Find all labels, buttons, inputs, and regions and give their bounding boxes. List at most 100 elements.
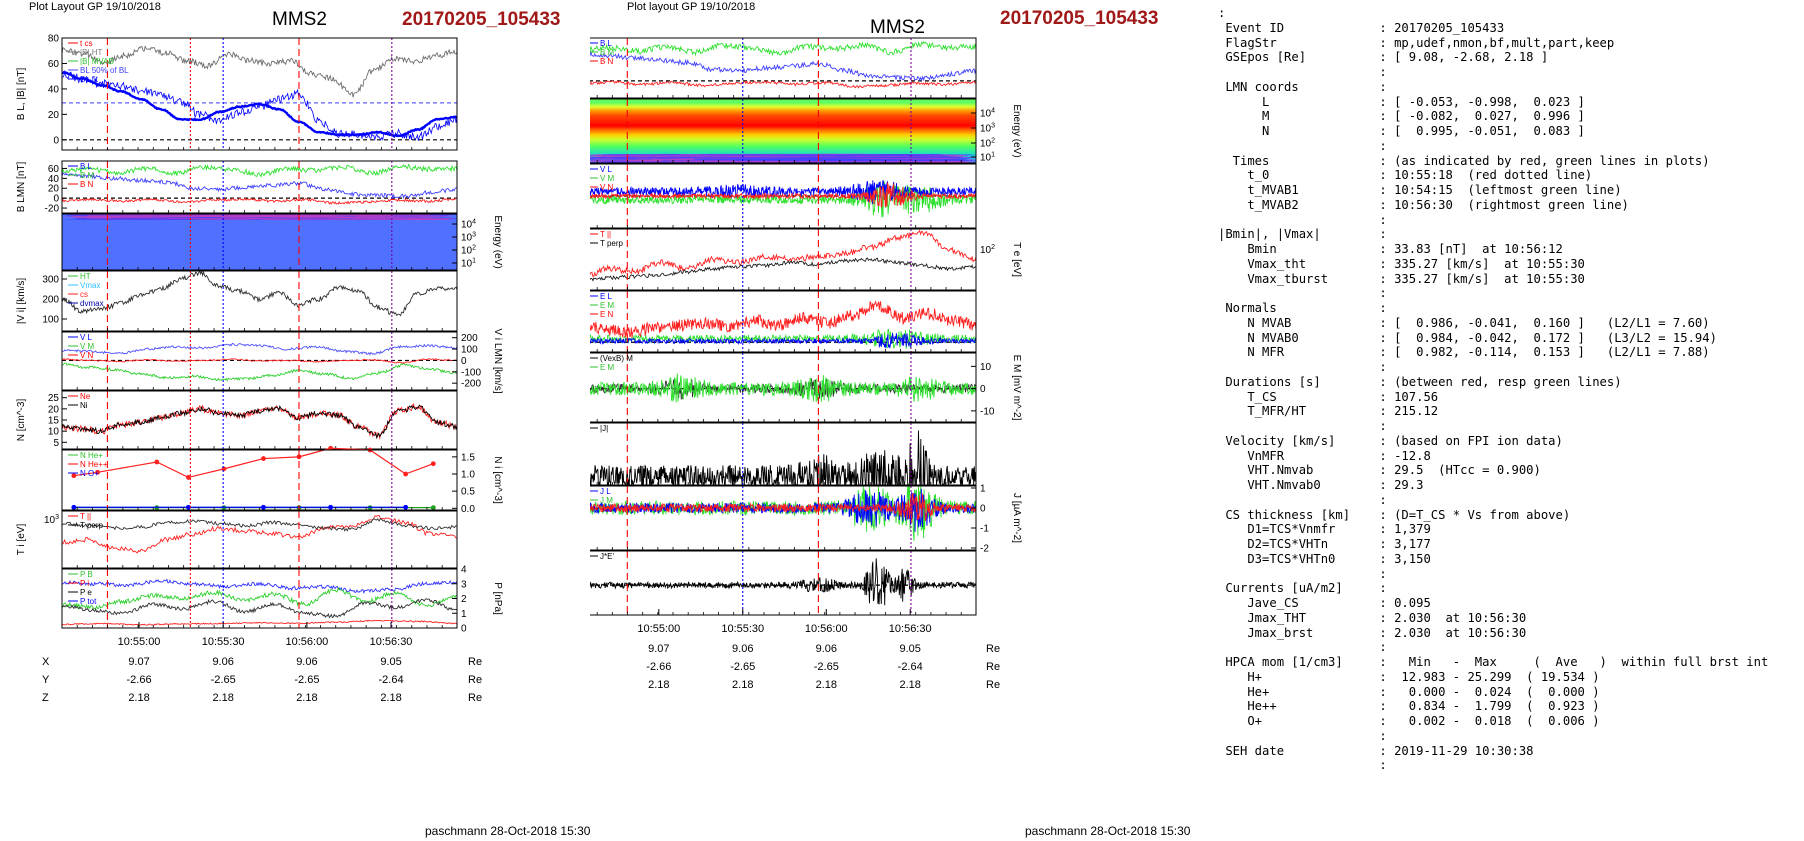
summary-line: t_MVAB2 : 10:56:30 (rightmost green line…	[1247, 197, 1629, 212]
series-ve-n	[590, 182, 977, 208]
legend-entry: Ni	[80, 401, 88, 410]
panel-frame	[61, 510, 458, 569]
panel-electron-velocity: -5000500V e LMN [km/s]V LV MV N	[590, 163, 977, 229]
summary-line: Bmin : 33.83 [nT] at 10:56:12	[1247, 242, 1563, 256]
legend-entry: dvmax	[80, 299, 104, 308]
legend-entry: V N	[600, 183, 614, 192]
summary-line: Velocity [km/s] : (based on FPI ion data…	[1225, 433, 1563, 448]
legend-entry: B L	[80, 162, 93, 171]
summary-line: L : [ -0.053, -0.998, 0.023 ]	[1262, 94, 1585, 109]
y-tick-label: 200	[461, 333, 478, 344]
position-value: 9.07	[648, 643, 669, 655]
series-bl	[590, 50, 977, 82]
position-value: 2.18	[380, 692, 401, 704]
legend-entry: (VexB) M	[600, 354, 633, 363]
legend-entry: P tot	[80, 597, 97, 606]
position-value: 2.18	[128, 692, 149, 704]
series-bm	[61, 163, 458, 178]
series-te-perp	[590, 257, 977, 282]
position-value: 9.06	[732, 643, 753, 655]
y-tick-label: 104	[980, 108, 995, 120]
summary-line: :	[1379, 65, 1387, 79]
summary-line: :	[1218, 6, 1226, 20]
position-value: -2.65	[730, 661, 755, 673]
summary-line: :	[1379, 640, 1387, 655]
panel-current-lmn: -2 -1 0 1 J [µA m^-2] J LJ MJ N	[590, 484, 1022, 555]
y-tick-label: 200	[42, 295, 59, 306]
summary-line: N MFR : [ 0.982, -0.114, 0.153 ] (L2/L1 …	[1247, 345, 1710, 360]
y-tick-label: 0	[980, 384, 986, 395]
right-layout-label: Plot layout GP 19/10/2018	[627, 1, 756, 13]
y-tick-label: 100	[461, 345, 478, 356]
y-axis-label: P [nPa]	[492, 582, 503, 615]
y-tick-label: -10	[980, 406, 995, 417]
position-value: 2.18	[899, 679, 920, 691]
series-em2	[590, 373, 977, 403]
summary-line: :	[1379, 419, 1387, 433]
data-point	[328, 445, 333, 451]
series-en	[590, 300, 977, 339]
summary-line: Times : (as indicated by red, green line…	[1232, 153, 1710, 168]
series-vl	[62, 343, 458, 356]
position-value: 2.18	[816, 679, 837, 691]
legend-entry: P e	[80, 588, 92, 597]
summary-line: Vmax_tht : 335.27 [km/s] at 10:55:30	[1247, 256, 1585, 271]
y-axis-label: N i [cm^-3]	[492, 456, 503, 504]
position-value: -2.65	[211, 674, 236, 686]
y-tick-label: 20	[48, 110, 60, 121]
legend-entry: P B	[80, 570, 93, 579]
summary-line: D3=TCS*VHTn0 : 3,150	[1247, 551, 1431, 566]
position-unit: Re	[468, 692, 482, 704]
series-tpar	[61, 515, 458, 554]
y-tick-label: 80	[48, 34, 60, 45]
y-tick-label: 25	[48, 393, 60, 404]
summary-line: GSEpos [Re] : [ 9.08, -2.68, 2.18 ]	[1225, 50, 1549, 65]
y-axis-label: Energy (eV)	[1011, 104, 1022, 157]
series-jdote	[590, 558, 977, 606]
position-value: -2.64	[378, 674, 403, 686]
data-point	[261, 504, 266, 510]
legend-entry: J M	[600, 496, 613, 505]
y-tick-label: 40	[48, 174, 60, 185]
legend-entry: J L	[600, 487, 611, 496]
series-pb	[61, 578, 458, 594]
legend-entry: B N	[600, 57, 614, 66]
legend-entry: N O+	[80, 469, 99, 478]
summary-line: VHT.Nmvab : 29.5 (HTcc = 0.900)	[1247, 463, 1541, 478]
position-value: 9.06	[212, 656, 233, 668]
panel-frame	[61, 390, 458, 450]
legend-entry: J N	[600, 505, 612, 514]
series-bl	[61, 172, 458, 200]
position-row-label: Y	[42, 674, 50, 686]
x-tick-label: 10:55:30	[721, 623, 764, 635]
legend-entry: B M	[80, 171, 95, 180]
y-tick-label: -2	[980, 544, 989, 555]
summary-line: Currents [uA/m2] :	[1225, 581, 1387, 596]
summary-line: T_MFR/HT : 215.12	[1247, 404, 1439, 419]
legend-entry: B M	[600, 48, 615, 57]
y-tick-label: 300	[42, 275, 59, 286]
legend-entry: |J|	[600, 424, 608, 433]
panel-b-magnitude: 0 20 40 60 80 B L, |B| [nT] t cs|B| HT|B| MVAB…	[16, 34, 458, 151]
data-point	[403, 504, 409, 510]
legend-entry: E N	[600, 310, 614, 319]
series-ve-m	[590, 180, 977, 218]
y-axis-label: J [µA m^-2]	[1011, 493, 1022, 543]
y-tick-label: 0	[53, 194, 59, 205]
position-unit: Re	[986, 661, 1000, 673]
legend-entry: V M	[80, 342, 95, 351]
y-tick-label: 103	[980, 123, 995, 135]
summary-line: :	[1379, 566, 1387, 581]
series-ptot	[61, 598, 458, 619]
position-row-label: Z	[42, 692, 49, 704]
data-point	[71, 504, 77, 510]
y-axis-label: B L, |B| [nT]	[16, 68, 27, 121]
data-point	[403, 471, 409, 477]
legend-entry: Vmax	[80, 281, 100, 290]
summary-line: Durations [s] : (between red, resp green…	[1225, 374, 1622, 389]
